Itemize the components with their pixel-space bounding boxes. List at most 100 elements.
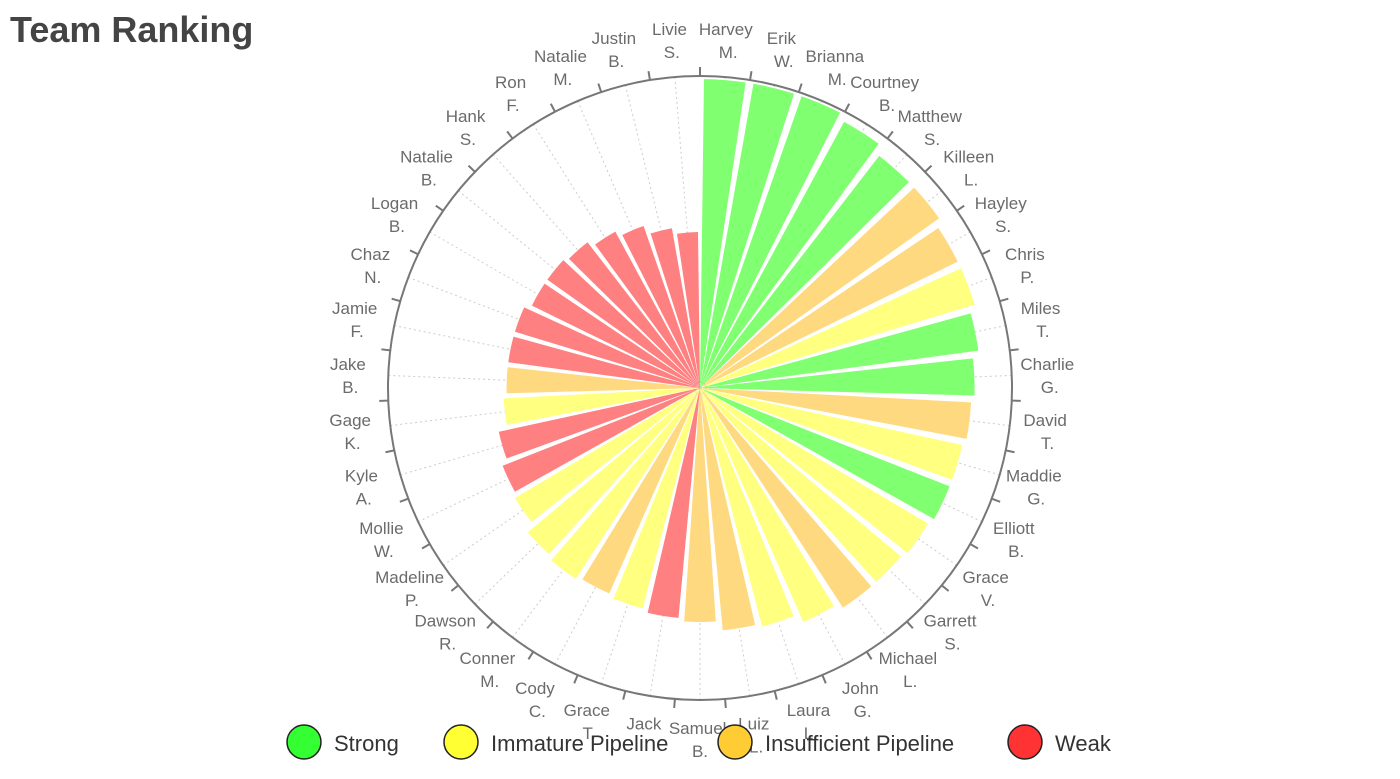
- bar: [700, 358, 975, 396]
- category-label: Grace V.: [963, 568, 1014, 610]
- category-label: Dawson R.: [415, 611, 481, 653]
- bar: [551, 388, 700, 579]
- bar: [700, 388, 950, 520]
- category-tick: [924, 164, 933, 173]
- category-label: Garrett S.: [924, 611, 982, 653]
- legend-label: Insufficient Pipeline: [765, 731, 954, 756]
- label-line: P.: [405, 591, 419, 610]
- category-label: Hank S.: [446, 107, 490, 149]
- label-line: S.: [924, 130, 940, 149]
- bar: [508, 336, 700, 388]
- label-line: Samuel: [669, 719, 731, 738]
- category-tick: [573, 674, 579, 684]
- bar: [595, 231, 700, 388]
- label-line: T.: [1041, 434, 1054, 453]
- category-label: Natalie M.: [534, 47, 592, 89]
- bar: [676, 232, 700, 388]
- label-line: David: [1023, 411, 1071, 430]
- category-label: Conner M.: [459, 649, 519, 691]
- label-line: Madeline: [375, 568, 449, 587]
- category-tick: [1005, 449, 1015, 454]
- label-line: S.: [944, 634, 960, 653]
- label-line: W.: [374, 542, 394, 561]
- bar: [502, 388, 700, 492]
- label-line: B.: [1008, 542, 1024, 561]
- label-line: B.: [879, 96, 895, 115]
- category-tick: [773, 690, 778, 700]
- label-line: W.: [774, 52, 794, 71]
- label-line: S.: [460, 130, 476, 149]
- bar: [622, 225, 700, 388]
- legend-label: Strong: [334, 731, 399, 756]
- label-line: A.: [356, 489, 372, 508]
- category-tick: [549, 103, 556, 113]
- bar: [700, 187, 940, 388]
- category-label: Chaz N.: [351, 245, 395, 287]
- bar: [700, 388, 963, 480]
- category-label: Hayley S.: [975, 194, 1032, 236]
- category-tick: [865, 651, 873, 660]
- label-line: Justin: [592, 29, 641, 48]
- bar: [582, 388, 700, 594]
- label-line: Garrett: [924, 611, 982, 630]
- legend-label: Immature Pipeline: [491, 731, 668, 756]
- label-line: Natalie: [534, 47, 592, 66]
- label-line: Michael: [879, 649, 942, 668]
- bar: [700, 228, 958, 388]
- legend-marker: [286, 724, 322, 760]
- category-label: Jake B.: [330, 355, 371, 397]
- category-tick: [906, 620, 914, 629]
- category-label: Michael L.: [879, 649, 942, 691]
- label-line: L.: [964, 171, 978, 190]
- bar: [514, 307, 700, 388]
- category-label: Miles T.: [1021, 299, 1065, 341]
- bar: [498, 388, 700, 459]
- label-line: S.: [664, 43, 680, 62]
- category-label: Erik W.: [767, 29, 801, 71]
- category-label: Kyle A.: [345, 466, 383, 508]
- category-tick: [724, 698, 727, 709]
- category-label: Mollie W.: [359, 519, 408, 561]
- bar: [547, 260, 700, 388]
- category-tick: [673, 698, 676, 709]
- label-line: Chris: [1005, 245, 1049, 264]
- label-line: Ron: [495, 73, 531, 92]
- label-line: Hayley: [975, 194, 1032, 213]
- bar: [700, 388, 834, 623]
- bar: [613, 388, 700, 609]
- category-tick: [421, 543, 431, 550]
- category-tick: [486, 620, 494, 629]
- label-line: Miles: [1021, 299, 1065, 318]
- category-label: John G.: [842, 679, 884, 721]
- category-tick: [844, 103, 851, 113]
- label-line: John: [842, 679, 884, 698]
- category-tick: [1009, 348, 1019, 352]
- category-label: Jamie F.: [332, 299, 382, 341]
- bar: [700, 388, 928, 554]
- category-label: Logan B.: [371, 194, 423, 236]
- label-line: R.: [439, 634, 456, 653]
- bar: [700, 388, 901, 582]
- category-tick: [506, 130, 514, 140]
- label-line: Livie: [652, 20, 692, 39]
- label-line: K.: [345, 434, 361, 453]
- category-label: Justin B.: [592, 29, 641, 71]
- label-line: F.: [350, 322, 363, 341]
- label-line: Kyle: [345, 466, 383, 485]
- label-line: Grace: [963, 568, 1014, 587]
- label-line: Killeen: [943, 148, 999, 167]
- label-line: M.: [719, 43, 738, 62]
- label-line: B.: [421, 171, 437, 190]
- category-tick: [941, 584, 950, 592]
- label-line: V.: [981, 591, 996, 610]
- bar: [700, 313, 979, 388]
- category-tick: [797, 83, 803, 93]
- label-line: B.: [389, 217, 405, 236]
- category-tick: [647, 70, 651, 81]
- category-tick: [622, 690, 627, 700]
- category-tick: [527, 651, 535, 660]
- label-line: T.: [583, 724, 596, 743]
- legend-marker: [1007, 724, 1043, 760]
- bar: [503, 388, 700, 425]
